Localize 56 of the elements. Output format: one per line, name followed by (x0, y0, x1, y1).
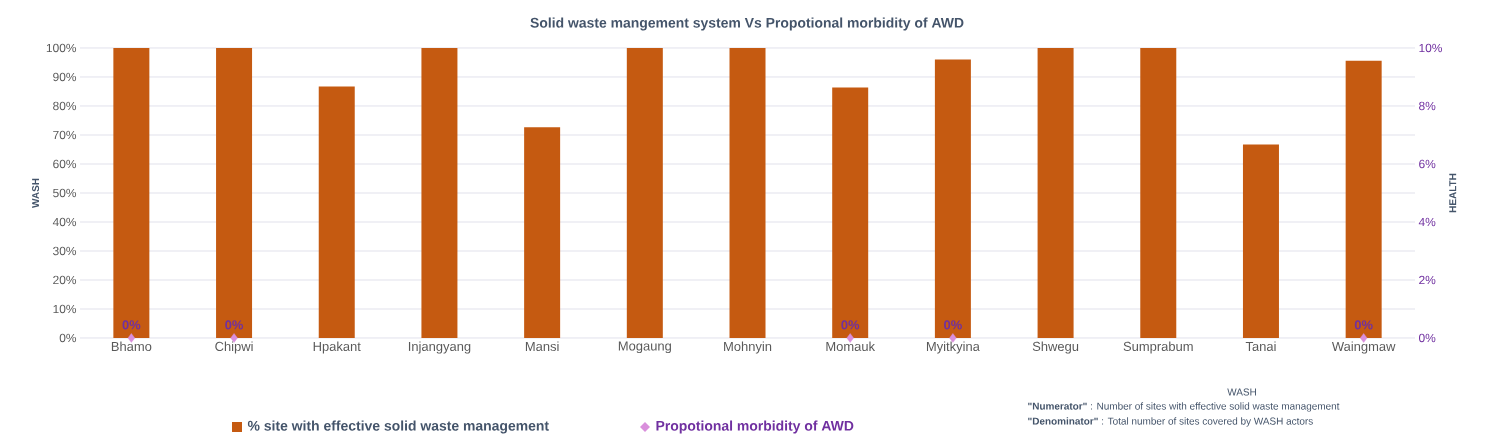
y-tick-label: 70% (53, 130, 77, 140)
bar (934, 59, 971, 338)
y2-tick-label: 8% (1419, 101, 1436, 111)
x-tick-label: Waingmaw (1331, 341, 1396, 354)
bar (832, 87, 869, 338)
data-label: 0% (225, 320, 244, 330)
bar (1140, 47, 1177, 338)
x-tick-label: Chipwi (215, 341, 253, 354)
bar (113, 47, 150, 338)
bar (1345, 60, 1382, 338)
x-tick-label: Mansi (525, 341, 559, 352)
y-tick-label: 40% (52, 217, 77, 227)
chart-title: Solid waste mangement system Vs Propotional morbidity of AWD (530, 17, 964, 31)
bar (421, 47, 458, 338)
x-tick-label: Shwegu (1032, 341, 1079, 354)
y2-tick-label: 2% (1419, 275, 1436, 285)
y-tick-label: 20% (53, 275, 77, 285)
bar (1037, 47, 1074, 338)
bar (524, 127, 561, 338)
y-tick-label: 0% (59, 333, 77, 343)
bar (729, 47, 766, 338)
x-tick-label: Tanai (1245, 341, 1276, 352)
x-tick-label: Bhamo (111, 341, 152, 352)
y-tick-label: 100% (46, 43, 77, 53)
y2-tick-label: 10% (1419, 43, 1443, 53)
x-tick-label: Sumprabum (1123, 341, 1193, 354)
y-tick-label: 80% (53, 101, 77, 111)
y-axis-title: WASH (32, 178, 40, 208)
y2-tick-label: 0% (1418, 333, 1436, 343)
y2-axis-title: HEALTH (1449, 173, 1457, 213)
data-label: 0% (944, 320, 962, 330)
y2-tick-label: 6% (1419, 159, 1436, 169)
x-tick-label: Myitkyina (926, 341, 980, 354)
text: "Denominator" : Total number of sites covered by WASH actors (1028, 417, 1313, 427)
text: "Numerator" : Number of sites with effective solid waste management (1028, 402, 1340, 412)
x-tick-label: Hpakant (313, 341, 361, 354)
bar (626, 47, 663, 338)
bar (216, 47, 253, 338)
bar (1242, 144, 1279, 338)
legend-label: Propotional morbidity of AWD (656, 420, 854, 434)
y-tick-label: 90% (53, 72, 77, 82)
y-tick-label: 50% (53, 188, 77, 198)
bar (318, 86, 355, 338)
x-tick-label: Injangyang (408, 341, 471, 354)
y-tick-label: 10% (53, 304, 77, 314)
x-tick-label: Momauk (826, 341, 876, 352)
x-tick-label: Mogaung (618, 341, 671, 354)
y2-tick-label: 4% (1418, 217, 1436, 227)
text: WASH (1227, 388, 1256, 396)
x-tick-label: Mohnyin (724, 341, 772, 354)
legend-label: % site with effective solid waste management (247, 420, 549, 434)
y-tick-label: 60% (53, 159, 77, 169)
data-label: 0% (1354, 320, 1373, 330)
data-label: 0% (122, 320, 141, 330)
data-label: 0% (841, 320, 860, 330)
y-tick-label: 30% (53, 246, 77, 256)
